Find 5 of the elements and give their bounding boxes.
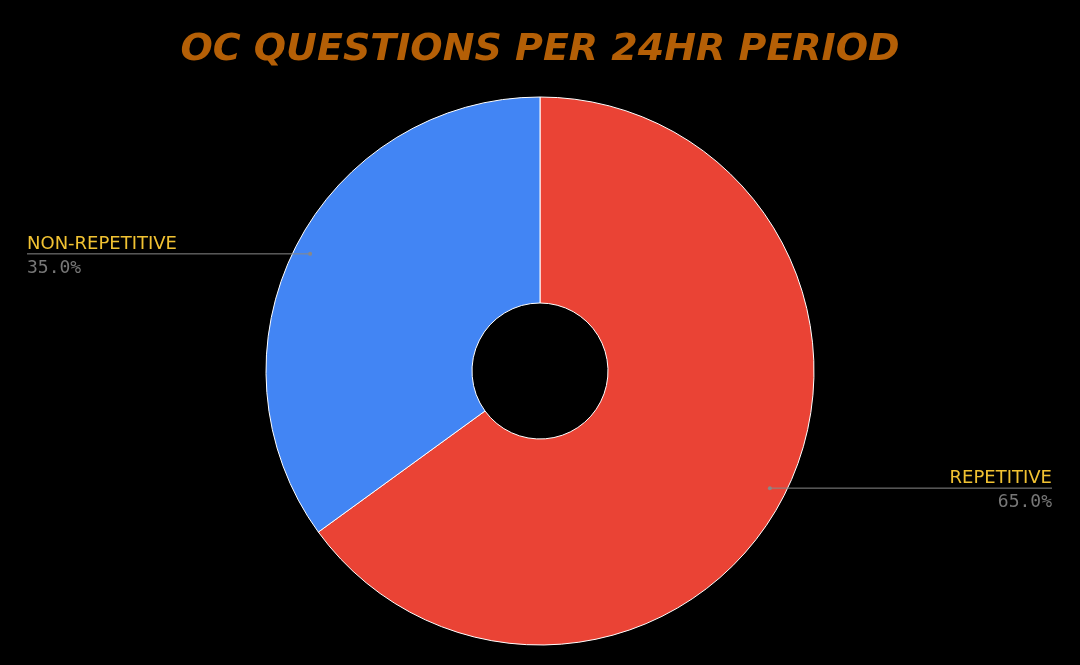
data-label: 35.0% — [27, 255, 82, 277]
data-label: 65.0% — [997, 490, 1053, 512]
slice-label: REPETITIVE — [949, 466, 1052, 488]
slice-label: NON-REPETITIVE — [27, 231, 177, 253]
chart-title: OC QUESTIONS PER 24HR PERIOD — [180, 25, 900, 69]
